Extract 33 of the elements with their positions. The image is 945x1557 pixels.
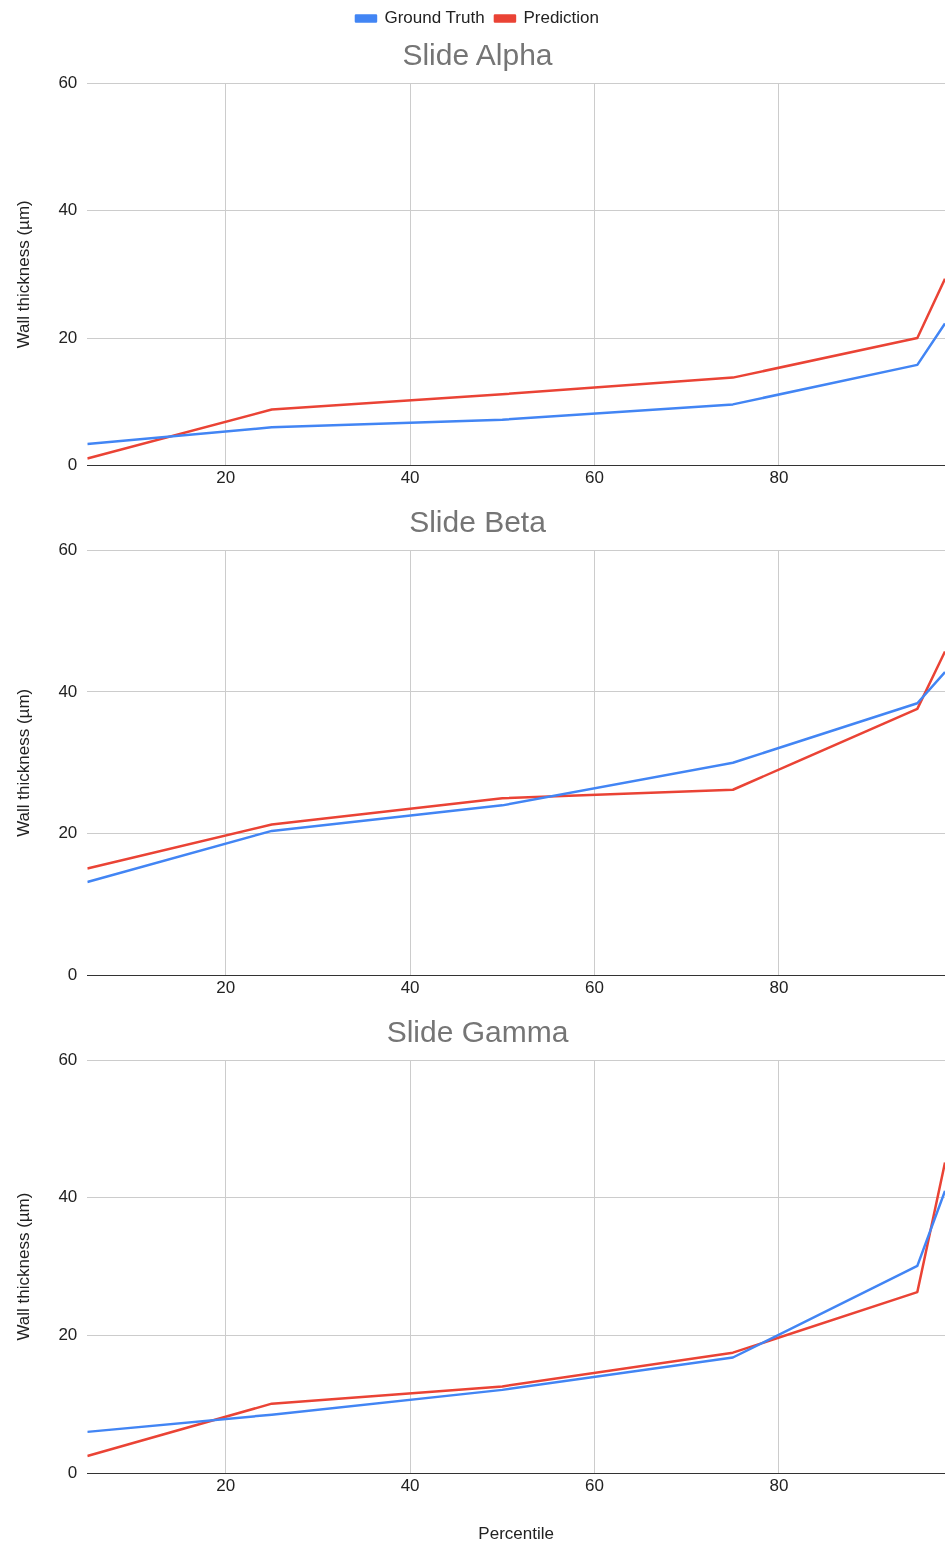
legend-label: Ground Truth [384,8,485,28]
y-axis-title: Wall thickness (µm) [13,688,33,837]
x-tick-label: 60 [585,468,605,488]
x-axis-title: Percentile [478,1524,554,1544]
y-axis-title: Wall thickness (µm) [13,200,33,349]
x-tick-label: 40 [400,1476,420,1496]
y-tick-label: 40 [58,1187,78,1207]
x-tick-label: 60 [585,1476,605,1496]
x-tick-label: 60 [585,978,605,998]
y-tick-label: 0 [67,1462,78,1482]
x-tick-label: 20 [216,468,236,488]
x-tick-label: 40 [400,468,420,488]
chart-title: Slide Beta [409,505,547,539]
x-tick-label: 80 [769,468,789,488]
x-tick-label: 20 [216,1476,236,1496]
y-tick-label: 60 [58,72,78,92]
y-tick-label: 20 [58,327,78,347]
y-tick-label: 40 [58,681,78,701]
chart-title: Slide Gamma [386,1015,569,1049]
y-tick-label: 0 [67,965,78,985]
y-tick-label: 20 [58,1325,78,1345]
y-tick-label: 40 [58,200,78,220]
y-tick-label: 0 [67,455,78,475]
x-tick-label: 80 [769,1476,789,1496]
legend-label: Prediction [523,8,600,28]
y-tick-label: 20 [58,823,78,843]
chart-title: Slide Alpha [402,38,553,72]
x-tick-label: 80 [769,978,789,998]
y-tick-label: 60 [58,1049,78,1069]
x-tick-label: 20 [216,978,236,998]
x-tick-label: 40 [400,978,420,998]
y-axis-title: Wall thickness (µm) [13,1192,33,1341]
y-tick-label: 60 [58,539,78,559]
